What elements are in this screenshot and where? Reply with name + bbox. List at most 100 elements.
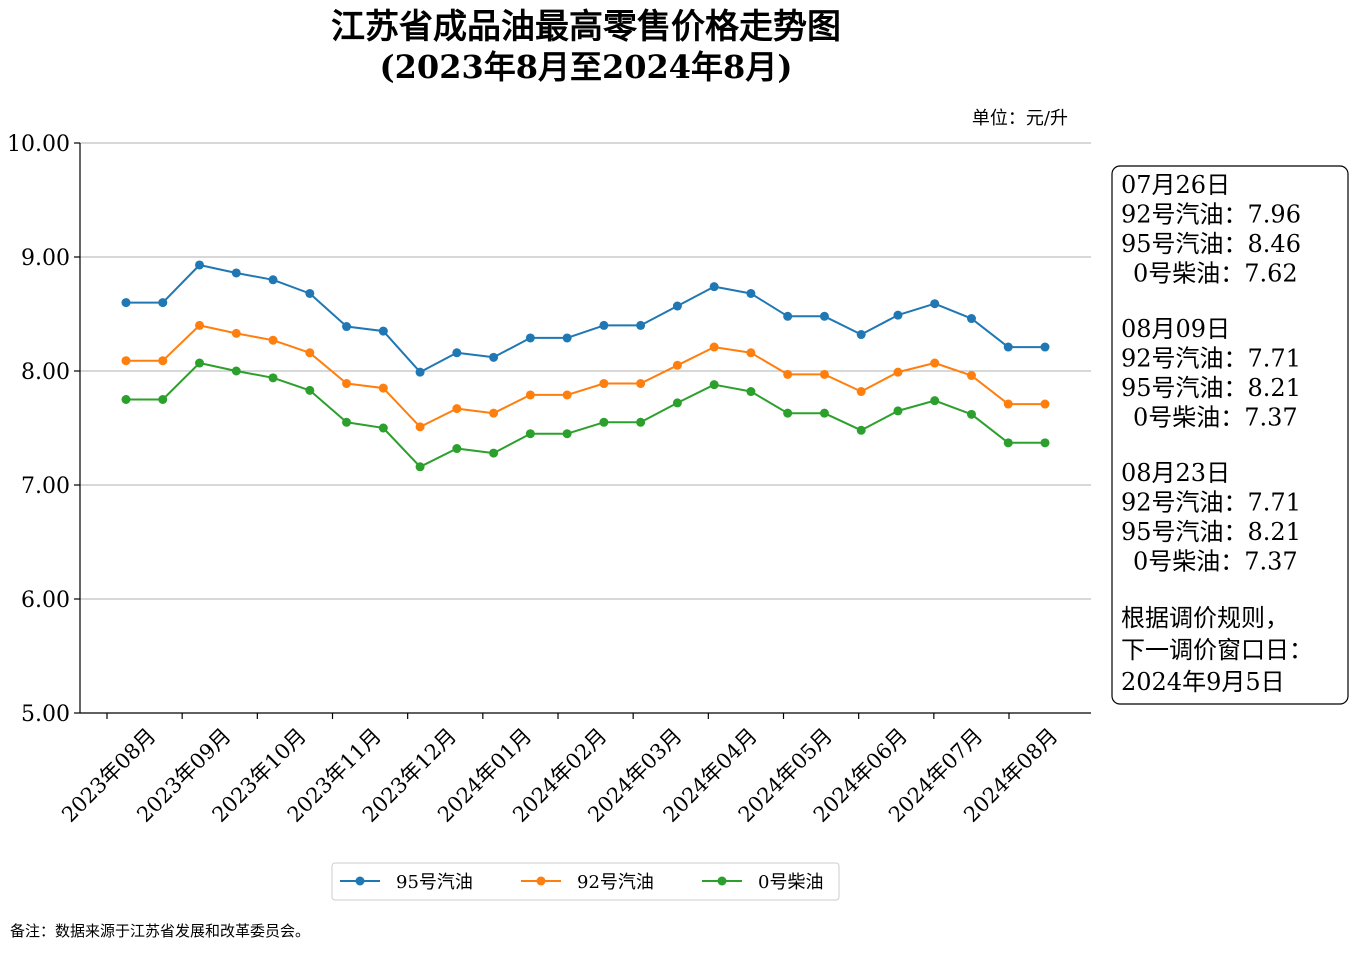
data-point	[562, 333, 572, 343]
x-ticks: 2023年08月2023年09月2023年10月2023年11月2023年12月…	[57, 713, 1063, 827]
info-price-line: 95号汽油：8.21	[1121, 374, 1301, 402]
info-note-line: 根据调价规则，	[1121, 604, 1289, 632]
data-point	[525, 390, 535, 400]
data-point	[121, 356, 131, 366]
data-point	[452, 444, 462, 454]
data-point	[709, 342, 719, 352]
data-point	[562, 429, 572, 439]
y-ticks: 5.00 6.00 7.00 8.00 9.00 10.00	[7, 132, 80, 727]
data-point	[856, 387, 866, 397]
info-price-line: 95号汽油：8.21	[1121, 518, 1301, 546]
data-point	[746, 348, 756, 358]
data-point	[305, 348, 315, 358]
legend-label: 92号汽油	[577, 872, 654, 893]
legend-label: 0号柴油	[758, 872, 823, 893]
data-point	[930, 358, 940, 368]
data-point	[562, 390, 572, 400]
info-price-line: 95号汽油：8.46	[1121, 230, 1301, 258]
data-point	[489, 352, 499, 362]
info-price-line: 92号汽油：7.71	[1121, 345, 1301, 373]
data-point	[783, 408, 793, 418]
data-point	[709, 282, 719, 292]
data-point	[415, 462, 425, 472]
y-tick-label: 7.00	[21, 474, 70, 499]
data-point	[930, 396, 940, 406]
data-point	[1003, 342, 1013, 352]
info-price-line: 0号柴油：7.62	[1133, 260, 1298, 288]
data-point	[746, 288, 756, 298]
legend-marker	[536, 876, 546, 886]
data-point	[746, 387, 756, 397]
data-point	[489, 448, 499, 458]
data-point	[342, 417, 352, 427]
data-point	[525, 333, 535, 343]
info-note-line: 2024年9月5日	[1121, 668, 1285, 696]
data-point	[195, 358, 205, 368]
data-point	[231, 366, 241, 376]
data-point	[636, 320, 646, 330]
info-date: 08月23日	[1121, 459, 1230, 487]
data-point	[305, 288, 315, 298]
series-lines	[121, 260, 1050, 472]
y-tick-label: 9.00	[21, 246, 70, 271]
info-price-line: 92号汽油：7.96	[1121, 201, 1301, 229]
y-tick-label: 10.00	[7, 132, 70, 157]
series-line-0	[126, 264, 1045, 374]
series-line-2	[126, 362, 1045, 468]
data-point	[195, 260, 205, 270]
y-tick-label: 6.00	[21, 588, 70, 613]
data-point	[231, 268, 241, 278]
legend-label: 95号汽油	[396, 872, 473, 893]
data-point	[268, 275, 278, 285]
data-point	[268, 373, 278, 383]
data-point	[1003, 399, 1013, 409]
data-point	[599, 320, 609, 330]
data-point	[268, 335, 278, 345]
data-point	[893, 367, 903, 377]
info-note-line: 下一调价窗口日：	[1121, 636, 1313, 664]
data-point	[819, 369, 829, 379]
data-point	[819, 311, 829, 321]
data-point	[195, 320, 205, 330]
data-point	[452, 348, 462, 358]
data-point	[856, 330, 866, 340]
data-point	[452, 404, 462, 414]
info-price-line: 0号柴油：7.37	[1133, 548, 1298, 576]
legend-marker	[355, 876, 365, 886]
info-date: 08月09日	[1121, 315, 1230, 343]
unit-label: 单位：元/升	[972, 108, 1068, 129]
data-point	[342, 379, 352, 389]
legend-box	[331, 862, 840, 901]
footnote: 备注：数据来源于江苏省发展和改革委员会。	[10, 922, 310, 940]
axes	[79, 143, 1091, 714]
data-point	[305, 385, 315, 395]
data-point	[489, 408, 499, 418]
data-point	[415, 367, 425, 377]
data-point	[819, 408, 829, 418]
data-point	[158, 395, 168, 404]
data-point	[599, 417, 609, 427]
data-point	[1040, 399, 1050, 409]
data-point	[158, 356, 168, 366]
y-tick-label: 8.00	[21, 360, 70, 385]
data-point	[966, 371, 976, 381]
info-price-line: 0号柴油：7.37	[1133, 404, 1298, 432]
legend: 95号汽油 92号汽油 0号柴油	[340, 872, 823, 893]
data-point	[1003, 438, 1013, 448]
data-point	[1040, 342, 1050, 352]
data-point	[930, 299, 940, 309]
data-point	[966, 314, 976, 324]
data-point	[966, 409, 976, 419]
data-point	[893, 406, 903, 416]
y-tick-label: 5.00	[21, 702, 70, 727]
info-price-line: 92号汽油：7.71	[1121, 489, 1301, 517]
data-point	[783, 369, 793, 379]
data-point	[1040, 438, 1050, 448]
data-point	[158, 298, 168, 308]
data-point	[783, 311, 793, 321]
info-box	[1111, 165, 1349, 705]
data-point	[672, 360, 682, 370]
data-point	[121, 298, 131, 308]
data-point	[856, 425, 866, 435]
